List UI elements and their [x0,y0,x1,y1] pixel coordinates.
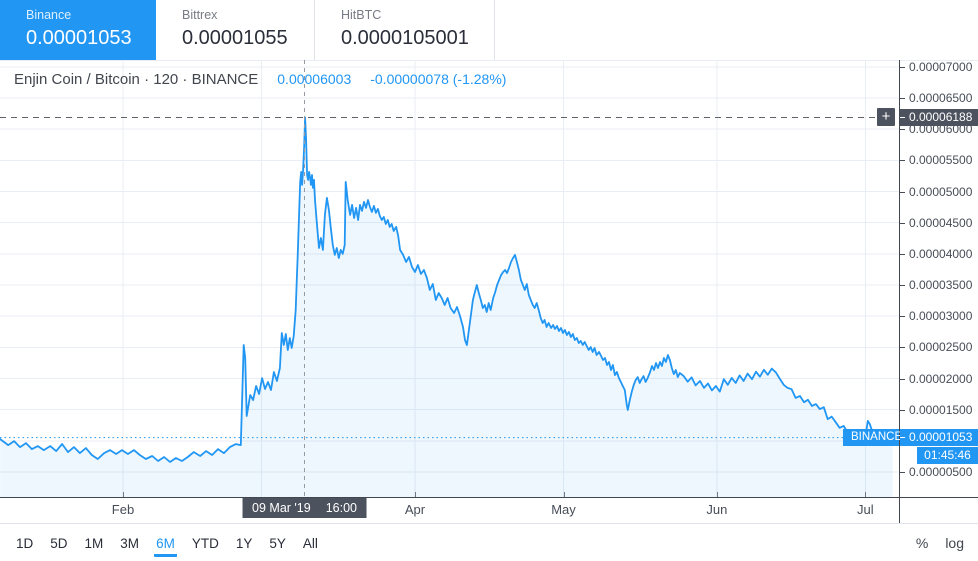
tick-mark-icon [900,347,905,349]
tick-mark-icon [900,285,905,286]
y-axis-label: 0.00002000 [900,371,978,387]
tick-mark-icon [900,472,905,474]
exchange-tab-label: Binance [26,8,72,22]
high-price-badge: 0.00006188 [900,109,978,126]
x-axis-tick [123,492,124,498]
series-exchange-label: BINANCE [843,429,902,446]
x-axis-tick [865,492,867,498]
range-button-5y[interactable]: 5Y [269,536,286,551]
x-axis-tick [716,492,718,498]
exchange-tabs-bar: Binance 0.00001053 Bittrex 0.00001055 Hi… [0,0,978,60]
header-separator [0,60,978,61]
y-axis-label: 0.00006500 [900,90,978,106]
x-axis-label: Feb [111,502,135,517]
legend-change: -0.00000078 (-1.28%) [370,71,507,87]
plus-icon: + [881,108,891,125]
chart-legend: Enjin Coin / Bitcoin · 120 · BINANCE 0.0… [14,71,506,88]
y-axis-label: 0.00004500 [900,215,978,231]
y-axis-label: 0.00000500 [900,464,978,480]
current-price-badge: 0.00001053 [900,429,978,446]
axis-vertical-border [899,60,900,523]
tick-mark-icon [900,160,905,162]
price-axis[interactable]: 0.00007000 0.00006500 0.00006000 0.00005500… [900,60,978,497]
exchange-tab-bittrex[interactable]: Bittrex 0.00001055 [156,0,315,60]
y-axis-label: 0.00007000 [900,59,978,75]
exchange-tab-price: 0.00001055 [182,27,288,49]
range-button-1d[interactable]: 1D [16,536,34,551]
exchange-tab-price: 0.00001053 [26,27,132,49]
x-axis-label: Jun [706,502,728,517]
scale-buttons: % log [916,535,964,551]
exchange-tab-label: Bittrex [182,8,218,22]
y-axis-label: 0.00003000 [900,308,978,324]
log-scale-button[interactable]: log [945,534,964,551]
bottom-toolbar: 1D 5D 1M 3M 6M YTD 1Y 5Y All % log [0,524,978,561]
axis-horizontal-border [0,497,978,498]
exchange-tab-binance[interactable]: Binance 0.00001053 [0,0,156,60]
range-button-6m[interactable]: 6M [154,534,177,557]
toolbar-separator [0,523,978,524]
range-button-5d[interactable]: 5D [50,536,68,551]
symbol-title: Enjin Coin / Bitcoin · 120 · BINANCE [14,71,259,88]
x-axis-label: May [551,502,576,517]
tick-mark-icon [900,253,905,255]
price-line [0,116,894,463]
exchange-tab-hitbtc[interactable]: HitBTC 0.0000105001 [315,0,495,60]
crosshair-time: 16:00 [325,501,357,515]
exchange-tab-price: 0.0000105001 [341,27,469,49]
range-button-1m[interactable]: 1M [84,536,104,551]
tick-mark-icon [900,191,905,193]
bar-countdown-badge: 01:45:46 [917,447,978,464]
tick-mark-icon [900,409,905,411]
tick-mark-icon [900,129,905,131]
range-buttons: 1D 5D 1M 3M 6M YTD 1Y 5Y All [14,534,916,557]
price-chart-canvas[interactable] [0,60,899,497]
x-axis-tick [563,492,565,498]
add-alert-plus-button[interactable]: + [877,108,895,126]
tick-mark-icon [900,98,905,99]
tick-mark-icon [900,378,905,380]
tick-mark-icon [900,437,905,438]
y-axis-label: 0.00005500 [900,152,978,168]
crosshair-time-tooltip: 09 Mar '19 16:00 [242,498,367,518]
range-button-3m[interactable]: 3M [120,536,140,551]
range-button-1y[interactable]: 1Y [235,536,253,551]
x-axis-tick [415,492,416,498]
y-axis-label: 0.00003500 [900,277,978,293]
x-axis-label: Jul [856,502,874,517]
range-button-all[interactable]: All [302,536,318,551]
percent-scale-button[interactable]: % [915,534,929,551]
crosshair-date: 09 Mar '19 [252,501,311,515]
y-axis-label: 0.00005000 [900,184,978,200]
legend-price: 0.00006003 [277,71,352,87]
x-axis-label: Apr [404,502,426,517]
range-button-ytd[interactable]: YTD [191,536,219,551]
y-axis-label: 0.00004000 [900,246,978,262]
y-axis-label: 0.00001500 [900,402,978,418]
tick-mark-icon [900,222,905,224]
y-axis-label: 0.00002500 [900,339,978,355]
exchange-tab-label: HitBTC [341,8,382,22]
price-area [0,117,893,497]
tick-mark-icon [900,117,905,118]
tick-mark-icon [900,66,905,68]
tick-mark-icon [900,316,905,318]
